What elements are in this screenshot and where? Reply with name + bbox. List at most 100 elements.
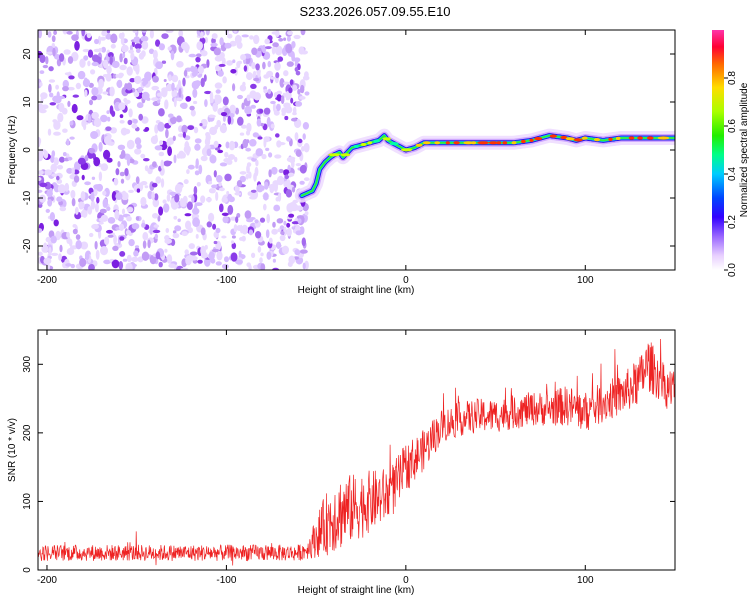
noise-blob xyxy=(39,54,46,63)
noise-blob xyxy=(119,53,123,63)
noise-blob xyxy=(50,235,57,244)
noise-blob xyxy=(200,31,204,39)
noise-blob xyxy=(209,91,214,102)
noise-blob xyxy=(172,230,177,234)
noise-blob xyxy=(236,61,241,69)
noise-blob xyxy=(182,131,186,138)
noise-blob xyxy=(65,263,72,267)
noise-blob xyxy=(111,191,117,201)
noise-blob xyxy=(87,49,94,58)
noise-blob xyxy=(268,152,273,158)
noise-blob xyxy=(167,146,173,157)
noise-blob xyxy=(242,138,249,149)
noise-blob xyxy=(118,102,126,111)
noise-blob xyxy=(214,94,219,99)
noise-blob xyxy=(38,251,43,256)
noise-blob xyxy=(256,184,264,193)
noise-blob xyxy=(141,116,149,124)
noise-blob xyxy=(80,210,86,217)
noise-blob xyxy=(80,191,86,201)
noise-blob xyxy=(77,70,86,80)
noise-blob xyxy=(134,75,142,85)
colorbar-tick-label: 0.2 xyxy=(727,215,738,229)
noise-blob xyxy=(239,175,246,183)
noise-blob xyxy=(70,263,76,269)
trace-peak xyxy=(360,142,367,147)
noise-blob xyxy=(278,168,284,174)
trace-peak xyxy=(434,141,441,145)
noise-blob xyxy=(285,189,293,198)
noise-blob xyxy=(193,100,198,105)
noise-blob xyxy=(226,191,230,195)
noise-blob xyxy=(142,232,149,241)
noise-blob xyxy=(263,136,270,143)
noise-blob xyxy=(121,44,129,53)
noise-blob xyxy=(213,47,221,56)
noise-blob xyxy=(87,113,92,124)
noise-blob xyxy=(123,57,128,65)
noise-blob xyxy=(38,137,41,147)
noise-blob xyxy=(84,89,88,98)
noise-blob xyxy=(276,218,284,224)
noise-blob xyxy=(38,189,43,193)
noise-blob xyxy=(283,220,287,226)
noise-blob xyxy=(117,161,121,168)
noise-blob xyxy=(255,231,262,239)
noise-blob xyxy=(304,91,310,96)
snr-ticks: -200 -100 0 100 0 100 200 300 xyxy=(22,330,675,586)
noise-blob xyxy=(58,253,62,261)
noise-blob xyxy=(163,203,170,213)
noise-blob xyxy=(287,172,295,177)
noise-blob xyxy=(213,240,218,245)
noise-blob xyxy=(237,116,244,126)
noise-blob xyxy=(149,254,157,265)
noise-blob xyxy=(106,30,111,34)
noise-blob xyxy=(172,135,176,141)
noise-blob xyxy=(272,183,277,188)
noise-blob xyxy=(56,164,64,170)
noise-blob xyxy=(193,186,198,195)
trace-peak xyxy=(637,136,643,140)
noise-blob xyxy=(176,153,181,159)
noise-blob xyxy=(200,245,207,256)
noise-blob xyxy=(194,170,200,176)
noise-blob xyxy=(219,124,227,134)
noise-blob xyxy=(200,50,208,57)
noise-blob xyxy=(276,103,281,112)
noise-blob xyxy=(90,200,96,210)
noise-blob xyxy=(275,30,280,38)
noise-blob xyxy=(136,143,142,149)
noise-blob xyxy=(125,229,132,236)
noise-blob xyxy=(264,181,269,190)
trace-peak xyxy=(463,141,474,145)
noise-blob xyxy=(67,100,71,107)
noise-blob xyxy=(302,262,306,270)
noise-blob xyxy=(117,74,123,79)
noise-blob xyxy=(196,41,203,51)
noise-blob xyxy=(99,217,105,223)
noise-blob xyxy=(288,87,293,94)
noise-blob xyxy=(149,30,154,39)
noise-blob xyxy=(71,34,79,41)
noise-blob xyxy=(248,264,252,270)
noise-blob xyxy=(56,175,60,181)
noise-blob xyxy=(93,157,101,167)
noise-blob xyxy=(168,74,172,82)
noise-blob xyxy=(276,241,282,249)
noise-blob xyxy=(275,196,280,202)
noise-blob xyxy=(230,69,237,74)
noise-blob xyxy=(104,236,110,246)
snr-series-line xyxy=(38,338,675,566)
noise-blob xyxy=(180,152,186,159)
noise-blob xyxy=(176,115,182,123)
trace-peak xyxy=(581,136,588,140)
noise-blob xyxy=(219,37,224,46)
noise-blob xyxy=(295,70,301,76)
noise-blob xyxy=(241,34,249,38)
noise-blob xyxy=(71,198,76,207)
noise-blob xyxy=(246,94,251,102)
trace-peak xyxy=(488,141,498,145)
noise-blob xyxy=(49,212,56,222)
